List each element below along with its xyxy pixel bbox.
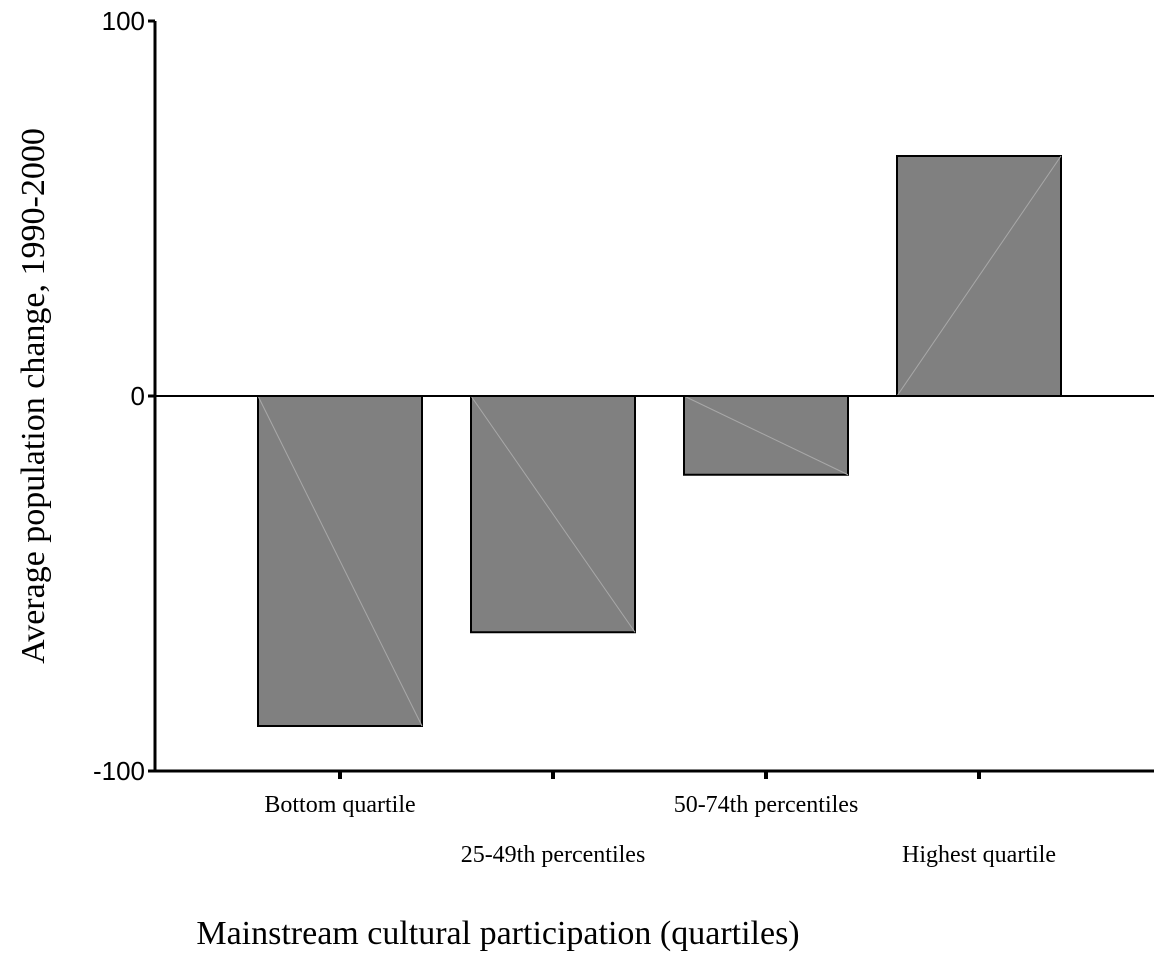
- y-ticks: 100 0 -100: [93, 6, 155, 786]
- x-tick-label: Highest quartile: [902, 842, 1056, 868]
- y-axis-title: Average population change, 1990-2000: [15, 128, 52, 664]
- bar-diagonal-line: [683, 395, 849, 476]
- x-axis-title: Mainstream cultural participation (quart…: [196, 915, 799, 952]
- x-ticks: Bottom quartile 25-49th percentiles 50-74t…: [264, 771, 1056, 868]
- y-tick-label: 0: [131, 381, 145, 411]
- bar-diagonal-line: [470, 395, 636, 633]
- x-tick-label: Bottom quartile: [264, 792, 415, 818]
- bar-diagonal-line: [257, 395, 423, 727]
- bar-diagonal-line: [896, 155, 1062, 397]
- y-tick-label: -100: [93, 756, 145, 786]
- bars-layer: [257, 155, 1062, 727]
- y-tick-label: 100: [102, 6, 145, 36]
- x-tick-label: 25-49th percentiles: [461, 842, 646, 868]
- x-tick-label: 50-74th percentiles: [674, 792, 859, 818]
